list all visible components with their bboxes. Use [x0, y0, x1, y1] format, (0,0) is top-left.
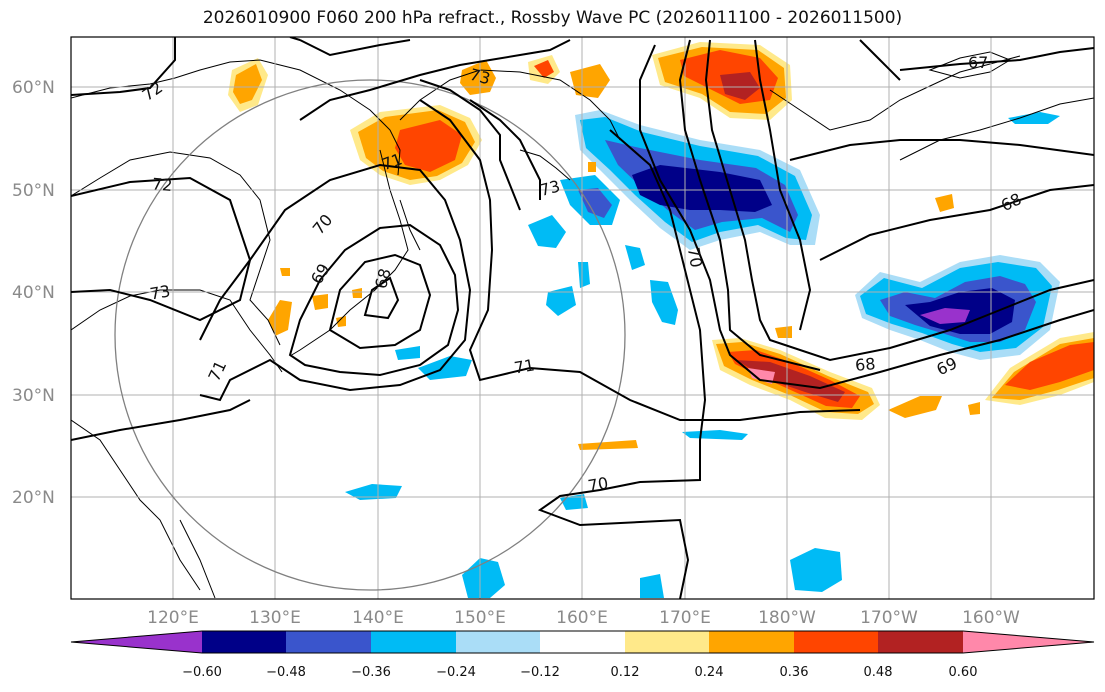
contour-label: 70 [684, 246, 706, 269]
contour-label: 70 [586, 473, 609, 495]
colorbar-segment [456, 631, 540, 653]
lon-label: 120°E [147, 608, 199, 628]
colorbar-tick-label: −0.36 [351, 665, 391, 680]
colorbar-tick-label: −0.60 [182, 665, 222, 680]
lon-label: 160°W [962, 608, 1020, 628]
lat-lon-grid [71, 37, 1094, 599]
colorbar-segment [286, 631, 371, 653]
colorbar-segment [540, 631, 625, 653]
colorbar-tick-label: −0.48 [266, 665, 306, 680]
contour-label: 72 [151, 174, 173, 195]
colorbar-labels: −0.60 −0.48 −0.36 −0.24 −0.12 0.12 0.24 … [182, 665, 977, 680]
contour-label: 68 [854, 354, 876, 375]
lat-label: 40°N [12, 283, 55, 303]
lon-label: 140°E [352, 608, 404, 628]
colorbar-tick-label: 0.12 [611, 665, 640, 680]
refractive-index-contours [71, 37, 1094, 599]
colorbar-outline [70, 630, 1095, 654]
map-title: 2026010900 F060 200 hPa refract., Rossby… [202, 8, 903, 28]
lon-label: 160°E [556, 608, 608, 628]
colorbar-tick-label: 0.36 [780, 665, 809, 680]
longitude-labels: 120°E 130°E 140°E 150°E 160°E 170°E 180°… [147, 608, 1020, 628]
colorbar-tick-label: 0.48 [864, 665, 893, 680]
colorbar-segment [625, 631, 709, 653]
colorbar [70, 630, 1095, 654]
lon-label: 150°E [454, 608, 506, 628]
lon-label: 180°W [758, 608, 816, 628]
colorbar-segment [71, 631, 202, 653]
lon-label: 170°E [659, 608, 711, 628]
lon-label: 170°W [860, 608, 918, 628]
lon-label: 130°E [249, 608, 301, 628]
colorbar-segment [371, 631, 456, 653]
colorbar-segment [709, 631, 794, 653]
colorbar-tick-label: −0.24 [436, 665, 476, 680]
contour-label: 68 [371, 266, 395, 291]
latitude-labels: 60°N 50°N 40°N 30°N 20°N [12, 78, 55, 508]
coastlines [71, 51, 1094, 599]
lat-label: 50°N [12, 181, 55, 201]
colorbar-tick-label: 0.60 [949, 665, 978, 680]
map-frame [70, 36, 1095, 600]
contour-label: 73 [538, 176, 563, 200]
lat-label: 60°N [12, 78, 55, 98]
colorbar-tick-label: 0.24 [695, 665, 724, 680]
colorbar-segment [963, 631, 1094, 653]
colorbar-segment [794, 631, 878, 653]
lat-label: 30°N [12, 386, 55, 406]
contour-label: 73 [148, 281, 171, 303]
lat-label: 20°N [12, 488, 55, 508]
colorbar-segment [202, 631, 286, 653]
colorbar-tick-label: −0.12 [520, 665, 560, 680]
region-circle [114, 79, 626, 591]
colorbar-segment [878, 631, 963, 653]
contour-label: 73 [468, 65, 493, 89]
contour-label: 67 [968, 53, 988, 72]
contour-label: 71 [513, 355, 536, 377]
